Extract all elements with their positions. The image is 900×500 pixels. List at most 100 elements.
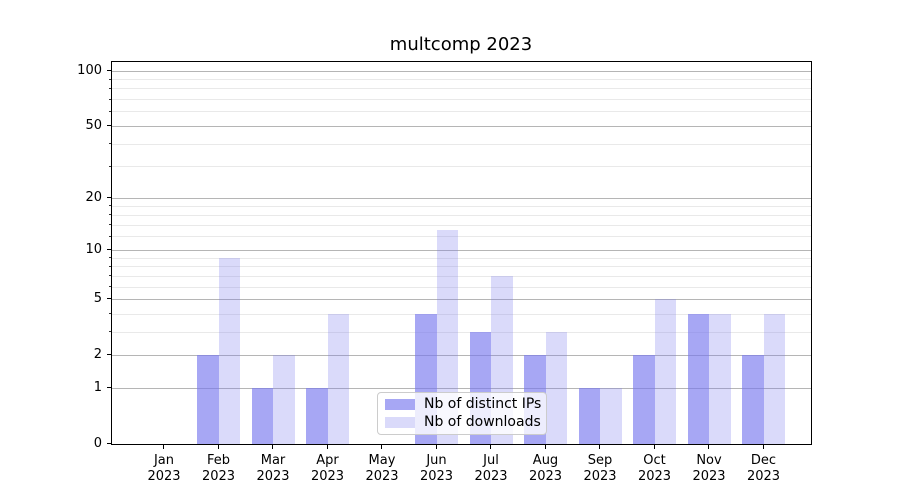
- y-axis-minor-tick: [108, 205, 111, 207]
- x-axis-tick-label: Apr 2023: [310, 453, 345, 484]
- y-axis-minor-tick: [108, 257, 111, 259]
- x-axis-tick: [435, 445, 437, 450]
- y-axis-tick-label: 100: [77, 62, 102, 78]
- legend-swatch-distinct-ips: [385, 399, 415, 410]
- bar-nb-of-downloads: [273, 355, 295, 444]
- x-axis-tick: [326, 445, 328, 450]
- y-axis-tick-label: 20: [85, 189, 102, 205]
- bar-nb-of-downloads: [545, 331, 567, 444]
- minor-gridline: [112, 224, 811, 226]
- y-axis-tick-label: 50: [85, 117, 102, 133]
- x-axis-tick: [490, 445, 492, 450]
- major-gridline: [112, 197, 811, 199]
- x-axis-tick-label: Nov 2023: [692, 453, 726, 484]
- x-axis-tick-label: Aug 2023: [528, 453, 563, 484]
- x-axis-tick: [163, 445, 165, 450]
- y-axis-tick: [106, 298, 111, 300]
- y-axis-tick: [106, 125, 111, 127]
- bar-nb-of-downloads: [218, 257, 240, 444]
- bar-nb-of-distinct-ips: [251, 387, 273, 444]
- x-axis-tick: [762, 445, 764, 450]
- bar-nb-of-distinct-ips: [742, 355, 764, 444]
- chart-title: multcomp 2023: [389, 34, 533, 55]
- legend-swatch-downloads: [385, 417, 415, 428]
- minor-gridline: [112, 236, 811, 238]
- x-axis-tick: [217, 445, 219, 450]
- y-axis-minor-tick: [108, 235, 111, 237]
- y-axis-minor-tick: [108, 265, 111, 267]
- bar-nb-of-downloads: [600, 387, 622, 444]
- bar-nb-of-distinct-ips: [687, 313, 709, 444]
- y-axis-tick-label: 10: [85, 241, 102, 257]
- minor-gridline: [112, 275, 811, 277]
- y-axis-minor-tick: [108, 286, 111, 288]
- x-axis-tick: [653, 445, 655, 450]
- minor-gridline: [112, 143, 811, 145]
- minor-gridline: [112, 331, 811, 333]
- y-axis-minor-tick: [108, 143, 111, 145]
- x-axis-tick: [599, 445, 601, 450]
- major-gridline: [112, 249, 811, 251]
- x-axis-tick-label: Oct 2023: [637, 453, 672, 484]
- major-gridline: [112, 125, 811, 127]
- bar-nb-of-downloads: [436, 230, 458, 444]
- y-axis-tick: [106, 69, 111, 71]
- y-axis-minor-tick: [108, 110, 111, 112]
- bar-nb-of-distinct-ips: [633, 355, 655, 444]
- bar-nb-of-downloads: [654, 299, 676, 444]
- x-axis-tick: [272, 445, 274, 450]
- minor-gridline: [112, 313, 811, 315]
- minor-gridline: [112, 88, 811, 90]
- x-axis-tick-label: Dec 2023: [746, 453, 781, 484]
- minor-gridline: [112, 257, 811, 259]
- legend-item-distinct-ips: Nb of distinct IPs: [385, 396, 541, 413]
- major-gridline: [112, 387, 811, 389]
- y-axis-minor-tick: [108, 214, 111, 216]
- y-axis-minor-tick: [108, 275, 111, 277]
- y-axis-tick-label: 2: [93, 347, 102, 363]
- y-axis-tick-label: 1: [93, 379, 102, 395]
- minor-gridline: [112, 111, 811, 113]
- y-axis-minor-tick: [108, 331, 111, 333]
- x-axis-tick-label: Jul 2023: [474, 453, 508, 484]
- major-gridline: [112, 355, 811, 357]
- y-axis-tick: [106, 197, 111, 198]
- y-axis-minor-tick: [108, 165, 111, 167]
- x-axis-tick-label: Jan 2023: [147, 453, 181, 484]
- y-axis-minor-tick: [108, 98, 111, 100]
- bar-nb-of-downloads: [709, 313, 731, 444]
- y-axis-minor-tick: [108, 313, 111, 315]
- bar-nb-of-downloads: [327, 313, 349, 444]
- y-axis-tick: [106, 443, 111, 445]
- x-axis-tick-label: Feb 2023: [201, 453, 236, 484]
- y-axis-minor-tick: [108, 87, 111, 89]
- bar-nb-of-downloads: [763, 313, 785, 444]
- legend-item-downloads: Nb of downloads: [385, 414, 541, 431]
- major-gridline: [112, 299, 811, 301]
- y-axis-minor-tick: [108, 224, 111, 226]
- legend: Nb of distinct IPs Nb of downloads: [377, 392, 547, 435]
- minor-gridline: [112, 214, 811, 216]
- plot-area: 0 1 2 5 10 20 50 100 Jan 2023 Feb 2023 Mar 2023 Apr…: [77, 61, 812, 484]
- minor-gridline: [112, 266, 811, 268]
- major-gridline: [112, 70, 811, 72]
- y-axis-tick: [106, 354, 111, 356]
- minor-gridline: [112, 205, 811, 207]
- x-axis-tick-label: Sep 2023: [583, 453, 617, 484]
- bar-nb-of-distinct-ips: [578, 387, 600, 444]
- y-axis-tick-label: 5: [93, 291, 102, 307]
- x-axis-tick-label: Mar 2023: [256, 453, 290, 484]
- minor-gridline: [112, 166, 811, 168]
- x-axis-tick: [544, 445, 546, 450]
- y-axis-tick: [106, 249, 111, 251]
- x-axis-tick-label: May 2023: [365, 453, 399, 484]
- x-axis-tick: [708, 445, 710, 450]
- y-axis-tick: [106, 387, 111, 389]
- minor-gridline: [112, 99, 811, 101]
- bar-nb-of-distinct-ips: [197, 355, 219, 444]
- y-axis-tick-label: 0: [93, 436, 102, 451]
- x-axis-tick: [381, 445, 383, 450]
- minor-gridline: [112, 286, 811, 288]
- x-axis-tick-label: Jun 2023: [419, 453, 454, 484]
